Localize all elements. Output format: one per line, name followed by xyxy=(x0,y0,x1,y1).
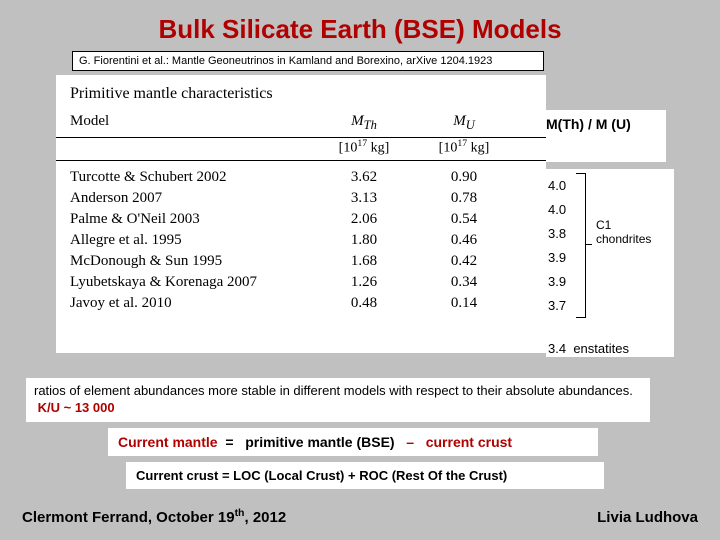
c1-chondrites-label: C1chondrites xyxy=(596,218,651,247)
eq-lhs: Current mantle xyxy=(118,434,218,450)
table-image: Primitive mantle characteristics Model M… xyxy=(56,75,546,353)
table-row: Palme & O'Neil 20032.060.54 xyxy=(70,209,546,230)
enstatites-row: 3.4 enstatites xyxy=(548,341,629,356)
ratio-value: 3.9 xyxy=(546,269,674,293)
table-title: Primitive mantle characteristics xyxy=(56,75,546,109)
note-box: ratios of element abundances more stable… xyxy=(26,378,650,422)
col-model-header: Model xyxy=(70,113,314,133)
ratio-column: 4.04.03.83.93.93.7 xyxy=(546,169,674,357)
ratio-col-header: M(Th) / M (U) xyxy=(546,110,666,162)
ku-ratio: K/U ~ 13 000 xyxy=(38,400,115,415)
citation-box: G. Fiorentini et al.: Mantle Geoneutrino… xyxy=(72,51,544,71)
footer-left: Clermont Ferrand, October 19th, 2012 xyxy=(22,507,286,526)
table-subheader-row: [1017 kg] [1017 kg] xyxy=(56,138,546,161)
table-header-row: Model MTh MU xyxy=(56,109,546,138)
table-row: Allegre et al. 19951.800.46 xyxy=(70,230,546,251)
ratio-value: 3.7 xyxy=(546,293,674,317)
bracket-tip-icon xyxy=(586,244,592,245)
table-row: Javoy et al. 20100.480.14 xyxy=(70,293,546,314)
mantle-equation-box: Current mantle = primitive mantle (BSE) … xyxy=(108,428,598,456)
note-text: ratios of element abundances more stable… xyxy=(34,383,633,398)
eq-mid: primitive mantle (BSE) xyxy=(245,434,394,450)
col-mth-header: MTh xyxy=(314,113,414,133)
unit-mth: [1017 kg] xyxy=(314,138,414,157)
eq-rhs: current crust xyxy=(426,434,512,450)
page-title: Bulk Silicate Earth (BSE) Models xyxy=(0,0,720,51)
unit-mu: [1017 kg] xyxy=(414,138,514,157)
bracket-icon xyxy=(576,173,586,318)
footer-right: Livia Ludhova xyxy=(597,509,698,526)
ratio-value: 3.9 xyxy=(546,245,674,269)
table-body: Turcotte & Schubert 20023.620.90Anderson… xyxy=(56,161,546,314)
table-row: Turcotte & Schubert 20023.620.90 xyxy=(70,167,546,188)
table-row: Lyubetskaya & Korenaga 20071.260.34 xyxy=(70,272,546,293)
crust-equation-box: Current crust = LOC (Local Crust) + ROC … xyxy=(126,462,604,489)
table-row: Anderson 20073.130.78 xyxy=(70,188,546,209)
col-mu-header: MU xyxy=(414,113,514,133)
ratio-value: 4.0 xyxy=(546,173,674,197)
table-row: McDonough & Sun 19951.680.42 xyxy=(70,251,546,272)
